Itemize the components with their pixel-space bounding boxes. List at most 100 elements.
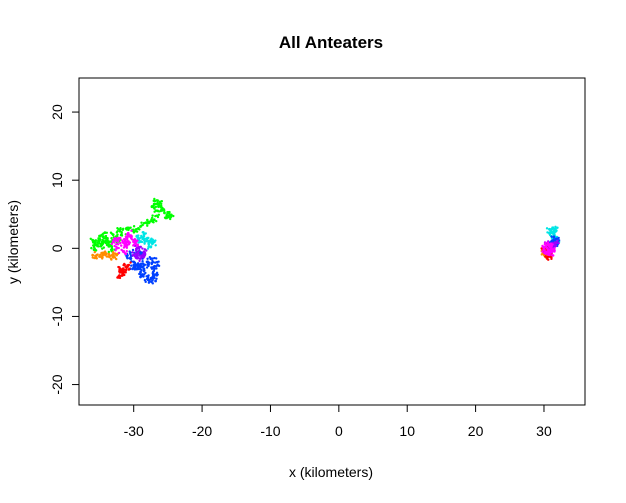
location-point xyxy=(126,265,129,268)
location-point xyxy=(131,254,134,257)
location-point xyxy=(147,243,151,246)
location-point xyxy=(90,246,93,250)
location-point xyxy=(554,225,557,229)
location-point xyxy=(114,249,117,252)
location-point xyxy=(155,202,158,206)
location-point xyxy=(120,244,123,247)
location-point xyxy=(146,257,149,261)
location-point xyxy=(153,197,156,201)
y-tick-label: 10 xyxy=(49,172,65,188)
location-point xyxy=(134,256,137,259)
location-point xyxy=(172,214,175,218)
location-point xyxy=(164,216,167,220)
location-point xyxy=(132,240,135,244)
location-point xyxy=(147,245,150,248)
location-point xyxy=(108,255,111,259)
location-point xyxy=(132,231,136,234)
location-point xyxy=(544,245,547,249)
location-point xyxy=(110,232,114,235)
location-point xyxy=(554,227,557,230)
location-point xyxy=(553,249,556,252)
location-point xyxy=(94,256,98,260)
location-point xyxy=(104,235,107,238)
location-point xyxy=(116,276,119,279)
location-point xyxy=(545,227,549,230)
location-point xyxy=(124,241,128,244)
location-point xyxy=(139,245,142,249)
location-point xyxy=(134,247,138,251)
data-points xyxy=(89,197,561,285)
location-point xyxy=(157,202,161,205)
location-point xyxy=(117,246,120,250)
location-point xyxy=(157,205,161,208)
location-point xyxy=(114,252,117,255)
location-point xyxy=(147,274,150,277)
location-point xyxy=(106,238,109,241)
location-point xyxy=(165,214,168,218)
location-point xyxy=(138,259,141,263)
location-point xyxy=(149,278,152,281)
location-point xyxy=(125,226,128,230)
x-tick-label: 10 xyxy=(399,423,415,439)
data-point xyxy=(154,279,157,283)
location-point xyxy=(150,216,154,219)
location-point xyxy=(167,216,170,219)
location-point xyxy=(121,228,125,232)
x-tick-label: 0 xyxy=(335,423,343,439)
location-point xyxy=(155,277,158,280)
location-point xyxy=(146,247,150,250)
location-point xyxy=(135,230,139,233)
location-point xyxy=(145,222,149,225)
plot-frame xyxy=(78,77,586,406)
location-point xyxy=(154,261,157,264)
y-tick-label: -20 xyxy=(49,374,65,394)
location-point xyxy=(145,260,149,264)
location-point xyxy=(145,240,148,243)
location-point xyxy=(137,264,140,267)
location-point xyxy=(92,245,96,248)
data-point xyxy=(139,270,142,274)
location-point xyxy=(152,221,155,224)
location-point xyxy=(150,205,154,208)
location-point xyxy=(125,249,128,253)
location-point xyxy=(104,251,107,254)
location-point xyxy=(143,269,146,272)
location-point xyxy=(130,264,133,267)
data-point xyxy=(91,253,95,257)
location-point xyxy=(120,230,123,234)
location-point xyxy=(129,261,132,264)
location-point xyxy=(113,241,116,244)
location-point xyxy=(99,253,102,257)
location-point xyxy=(117,237,121,241)
location-point xyxy=(153,218,156,221)
location-point xyxy=(107,245,110,248)
location-point xyxy=(149,245,153,248)
location-point xyxy=(110,242,114,246)
location-point xyxy=(122,250,126,253)
location-point xyxy=(104,237,107,240)
x-tick-label: -30 xyxy=(124,423,144,439)
location-point xyxy=(556,226,559,229)
location-point xyxy=(129,256,132,259)
location-point xyxy=(144,271,147,275)
location-point xyxy=(125,233,129,236)
location-point xyxy=(124,252,128,256)
location-point xyxy=(548,253,551,257)
location-point xyxy=(553,243,556,247)
location-point xyxy=(101,252,104,255)
location-point xyxy=(145,249,148,252)
location-point xyxy=(154,205,158,209)
location-point xyxy=(552,238,555,242)
location-point xyxy=(123,273,126,277)
location-point xyxy=(160,200,164,203)
location-point xyxy=(153,273,156,277)
location-point xyxy=(115,245,118,249)
location-point xyxy=(544,255,547,258)
location-point xyxy=(125,268,128,271)
location-point xyxy=(128,241,132,244)
location-point xyxy=(97,245,100,248)
location-point xyxy=(549,250,552,253)
location-point xyxy=(131,251,134,254)
location-point xyxy=(552,236,556,239)
location-point xyxy=(146,276,150,279)
